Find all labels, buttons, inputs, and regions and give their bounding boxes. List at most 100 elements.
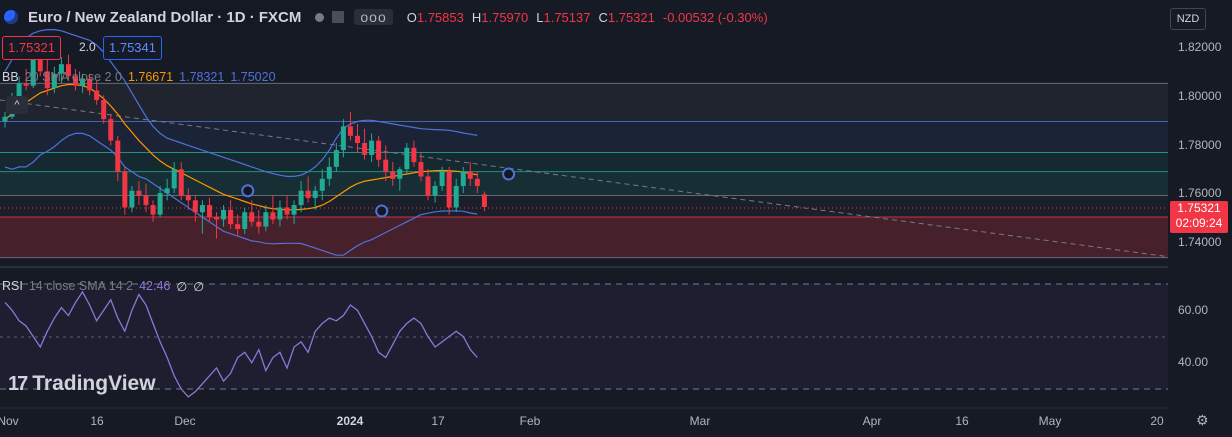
- market-status-icon[interactable]: [315, 13, 324, 22]
- price-zone: [0, 153, 1168, 172]
- buy-button[interactable]: 1.75341: [103, 36, 162, 60]
- candle-body: [461, 172, 466, 186]
- candle-body: [3, 117, 8, 122]
- sell-button[interactable]: 1.75321: [2, 36, 61, 60]
- candle-body: [122, 172, 127, 208]
- candle: [122, 167, 127, 215]
- candle-body: [433, 186, 438, 196]
- bb-upper-value: 1.78321: [179, 70, 224, 84]
- candle-body: [440, 172, 445, 186]
- symbol-title[interactable]: Euro / New Zealand Dollar · 1D · FXCM: [24, 7, 305, 28]
- candle-body: [207, 205, 212, 217]
- more-options-icon[interactable]: ooo: [354, 9, 392, 25]
- price-label: 1.74000: [1178, 235, 1221, 249]
- candle-body: [362, 143, 367, 155]
- tradingview-mark-icon: 17: [8, 373, 26, 396]
- candle-body: [404, 148, 409, 169]
- candle-body: [397, 169, 402, 179]
- chart-header: Euro / New Zealand Dollar · 1D · FXCM oo…: [0, 4, 768, 30]
- symbol-logo-icon: [4, 10, 18, 24]
- time-label: Nov: [0, 414, 19, 428]
- candle-body: [426, 176, 431, 195]
- price-zone: [0, 83, 1168, 121]
- bb-basis-value: 1.76671: [128, 70, 173, 84]
- candle-body: [447, 172, 452, 208]
- candle-body: [376, 141, 381, 160]
- candle-body: [193, 200, 198, 212]
- event-marker-icon[interactable]: [242, 185, 253, 196]
- candle-body: [383, 160, 388, 172]
- candle-body: [158, 193, 163, 214]
- candle-body: [313, 191, 318, 198]
- event-marker-icon[interactable]: [503, 169, 514, 180]
- price-label: 1.80000: [1178, 89, 1221, 103]
- candle-body: [144, 196, 149, 206]
- candle-body: [256, 222, 261, 227]
- tradingview-logo[interactable]: 17 TradingView: [8, 372, 156, 396]
- candle-body: [390, 172, 395, 179]
- candle-body: [235, 224, 240, 229]
- candle-body: [129, 191, 134, 208]
- time-label: Apr: [863, 414, 882, 428]
- settings-gear-icon[interactable]: ⚙: [1196, 412, 1209, 429]
- candle-body: [242, 212, 247, 229]
- candle-body: [369, 141, 374, 155]
- rsi-axis-label: 40.00: [1178, 355, 1208, 369]
- currency-selector[interactable]: NZD: [1170, 8, 1206, 30]
- bb-legend[interactable]: BB 20 SMA close 2 0 1.76671 1.78321 1.75…: [2, 70, 276, 84]
- time-label: May: [1039, 414, 1062, 428]
- candle-body: [341, 126, 346, 150]
- candle-body: [475, 179, 480, 186]
- candle-body: [179, 169, 184, 195]
- candle-body: [94, 90, 99, 100]
- candle-body: [292, 205, 297, 215]
- price-change: -0.00532 (-0.30%): [663, 10, 768, 25]
- candle-body: [285, 207, 290, 214]
- candle-body: [334, 150, 339, 167]
- candle-body: [165, 188, 170, 193]
- bar-countdown: 02:09:24: [1170, 216, 1228, 231]
- candle-body: [108, 119, 113, 140]
- candle-body: [101, 100, 106, 119]
- candle-body: [228, 210, 233, 224]
- rsi-axis-label: 60.00: [1178, 303, 1208, 317]
- candle-body: [327, 167, 332, 179]
- candle-body: [348, 126, 353, 136]
- collapse-indicators-button[interactable]: ^: [6, 96, 28, 114]
- candle-body: [151, 205, 156, 215]
- price-label: 1.76000: [1178, 186, 1221, 200]
- candle-body: [186, 196, 191, 201]
- bb-lower-value: 1.75020: [230, 70, 275, 84]
- ohlc-values: O1.75853 H1.75970 L1.75137 C1.75321 -0.0…: [407, 10, 768, 25]
- candle-body: [320, 179, 325, 191]
- flag-icon[interactable]: [332, 11, 344, 23]
- time-label: Feb: [520, 414, 541, 428]
- current-price-label: 1.75321 02:09:24: [1170, 201, 1228, 233]
- price-label: 1.78000: [1178, 138, 1221, 152]
- candle-body: [277, 207, 282, 219]
- spread-value: 2.0: [74, 36, 101, 58]
- candle-body: [454, 186, 459, 207]
- price-zone: [0, 122, 1168, 153]
- candle-body: [115, 141, 120, 172]
- candle-body: [263, 212, 268, 226]
- candle-body: [411, 148, 416, 162]
- price-label: 1.82000: [1178, 40, 1221, 54]
- candle-body: [355, 136, 360, 143]
- time-label: Dec: [174, 414, 195, 428]
- candle-body: [249, 212, 254, 222]
- price-chart[interactable]: [0, 0, 1168, 410]
- time-label: Mar: [690, 414, 711, 428]
- candle-body: [200, 205, 205, 212]
- candle-body: [418, 162, 423, 176]
- time-label: 20: [1150, 414, 1163, 428]
- rsi-legend[interactable]: RSI 14 close SMA 14 2 42.46 ∅ ∅: [2, 279, 204, 294]
- candle-body: [306, 191, 311, 198]
- price-zone: [0, 217, 1168, 258]
- candle-body: [270, 212, 275, 219]
- candle-body: [468, 172, 473, 179]
- candle-body: [221, 210, 226, 220]
- time-label: 17: [431, 414, 444, 428]
- candle-body: [482, 194, 487, 207]
- event-marker-icon[interactable]: [376, 206, 387, 217]
